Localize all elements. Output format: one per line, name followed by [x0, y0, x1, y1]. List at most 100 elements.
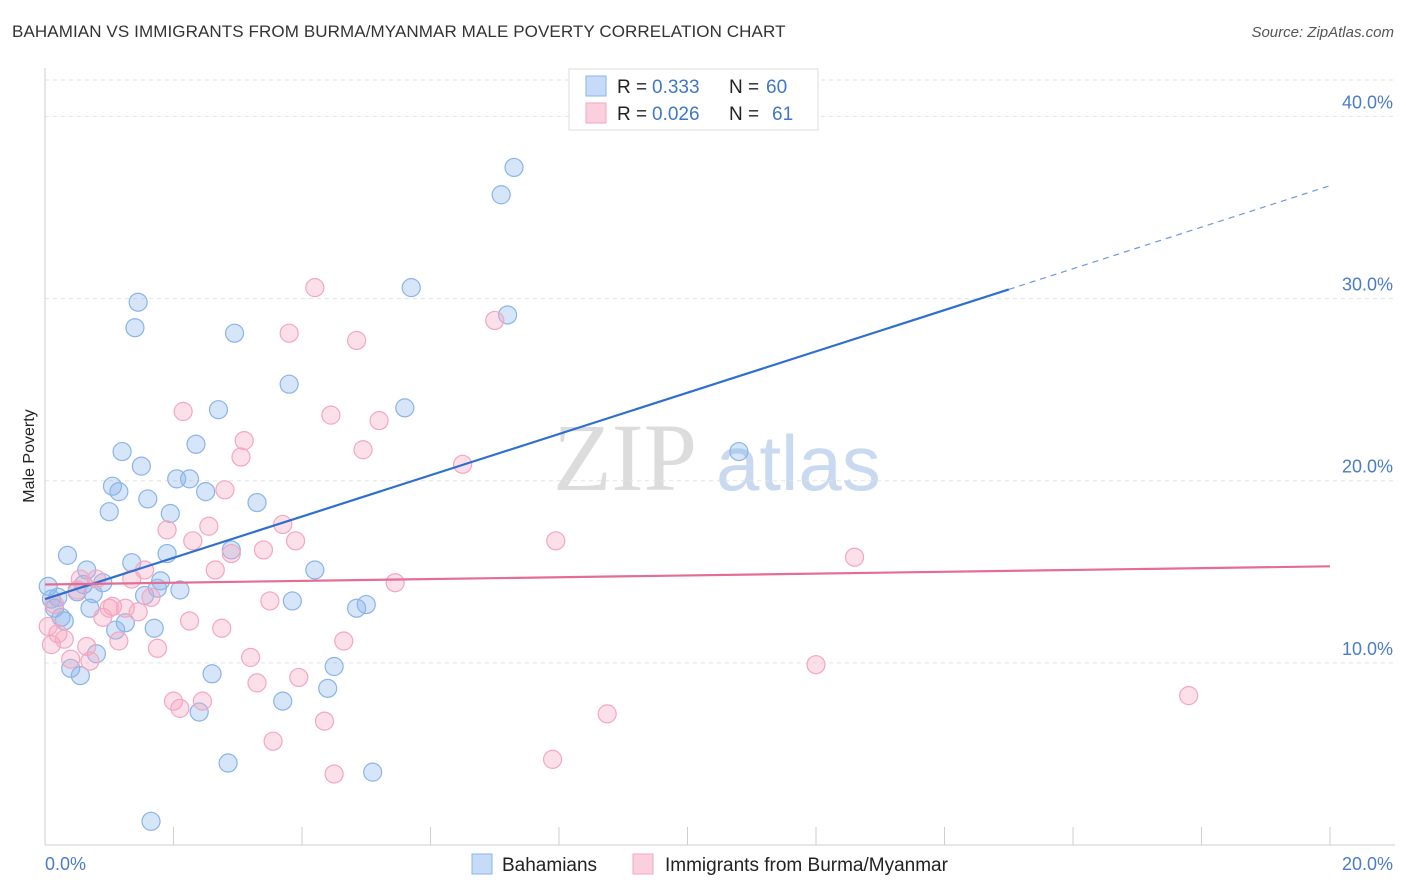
point-bahamians [208, 400, 229, 420]
point-bahamians [305, 560, 325, 580]
legend-r-label-1: R = [617, 77, 647, 98]
point-bahamians [125, 318, 145, 338]
series-legend: Bahamians Immigrants from Burma/Myanmar [471, 853, 949, 876]
point-burma [324, 764, 344, 784]
chart-title: BAHAMIAN VS IMMIGRANTS FROM BURMA/MYANMA… [12, 22, 786, 41]
point-burma [212, 618, 232, 638]
point-burma [314, 711, 335, 731]
point-burma [542, 749, 563, 769]
trend-lines [44, 185, 1331, 601]
legend-n-label-2: N = [729, 104, 759, 125]
point-bahamians [70, 666, 90, 686]
legend-n-value-2: 61 [772, 104, 793, 125]
point-burma [260, 591, 280, 611]
watermark-atlas: atlas [716, 419, 881, 507]
point-burma [221, 543, 241, 564]
point-burma [241, 647, 261, 667]
point-bahamians [347, 598, 367, 618]
point-bahamians [498, 305, 518, 325]
legend-label-burma: Immigrants from Burma/Myanmar [665, 855, 949, 876]
point-burma [77, 636, 97, 657]
point-burma [183, 531, 203, 551]
point-bahamians [86, 644, 107, 664]
legend-label-bahamians: Bahamians [502, 855, 597, 876]
point-burma [279, 323, 299, 343]
point-bahamians [115, 613, 135, 633]
point-burma [115, 598, 135, 618]
point-bahamians [324, 656, 344, 677]
point-burma [263, 731, 283, 751]
point-bahamians [196, 482, 216, 502]
point-burma [147, 638, 168, 658]
point-burma [253, 540, 274, 560]
point-bahamians [363, 762, 383, 782]
point-burma [806, 655, 826, 675]
trend-line-burma [44, 565, 1331, 586]
point-bahamians [318, 678, 338, 698]
legend-swatch-burma [632, 853, 654, 875]
point-burma [192, 691, 213, 711]
legend-r-value-1: 0.333 [652, 77, 700, 98]
point-burma [369, 411, 389, 431]
point-burma [247, 673, 267, 693]
point-bahamians [138, 489, 158, 509]
trend-line-bahamians [44, 288, 1010, 601]
y-tick-labels: 10.0% 20.0% 30.0% 40.0% [1342, 92, 1393, 658]
point-burma [215, 480, 235, 500]
point-burma [1179, 686, 1199, 706]
point-burma [141, 587, 161, 607]
point-burma [597, 704, 617, 724]
point-bahamians [356, 594, 376, 615]
point-bahamians [99, 502, 119, 522]
y-axis-label: Male Poverty [21, 409, 38, 502]
y-tick-label: 10.0% [1342, 639, 1393, 659]
point-bahamians [202, 664, 222, 684]
point-bahamians [131, 456, 151, 476]
point-bahamians [279, 374, 299, 394]
source-label: Source: ZipAtlas.com [1251, 24, 1394, 41]
point-bahamians [224, 323, 245, 343]
point-bahamians [218, 753, 238, 773]
point-burma [285, 531, 306, 551]
legend-swatch-blue [585, 75, 607, 97]
point-burma [546, 531, 566, 551]
point-burma [38, 616, 58, 637]
point-burma [80, 651, 100, 671]
point-burma [170, 698, 190, 718]
point-burma [61, 649, 81, 669]
correlation-legend: R = 0.333 N = 60 R = 0.026 N = 61 [568, 68, 819, 131]
point-bahamians [141, 811, 161, 831]
point-bahamians [189, 702, 209, 722]
legend-r-value-2: 0.026 [652, 104, 700, 125]
point-burma [67, 580, 87, 600]
point-burma [54, 629, 74, 649]
point-bahamians [247, 492, 267, 513]
point-bahamians [38, 576, 58, 596]
point-burma [99, 598, 119, 618]
point-burma [321, 405, 341, 425]
point-burma [157, 520, 177, 540]
trend-line-bahamians-extension [1008, 185, 1331, 291]
point-bahamians [273, 691, 293, 711]
point-burma [109, 631, 129, 651]
point-burma [305, 278, 325, 298]
point-burma [231, 447, 251, 467]
point-bahamians [170, 580, 190, 600]
point-bahamians [186, 434, 206, 454]
watermark: ZIP atlas [553, 404, 881, 511]
legend-r-label-2: R = [617, 104, 647, 125]
point-burma [173, 401, 193, 422]
y-tick-label: 40.0% [1342, 92, 1393, 112]
point-burma [844, 547, 865, 567]
y-tick-label: 20.0% [1342, 457, 1393, 477]
point-bahamians [106, 620, 126, 640]
point-burma [41, 635, 62, 655]
point-burma [289, 667, 309, 688]
point-burma [353, 440, 373, 460]
legend-n-label-1: N = [729, 77, 759, 98]
legend-n-value-1: 60 [766, 77, 787, 98]
point-bahamians [395, 398, 415, 418]
point-burma [485, 310, 505, 331]
point-bahamians [282, 591, 302, 611]
point-burma [163, 691, 184, 711]
